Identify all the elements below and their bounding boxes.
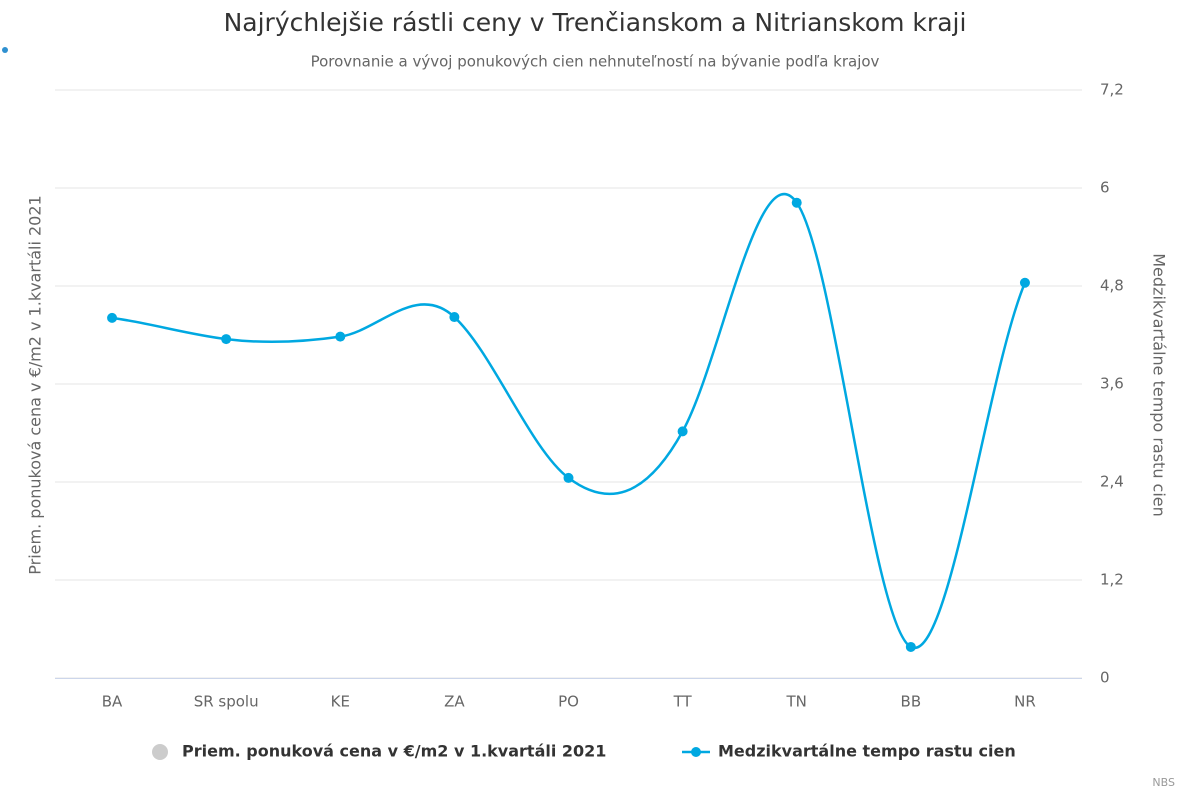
y2-axis-title: Medzikvartálne tempo rastu cien xyxy=(1150,253,1169,517)
x-tick-label: KE xyxy=(331,693,350,711)
y2-tick-label: 1,2 xyxy=(1100,571,1124,589)
x-tick-label: ZA xyxy=(444,693,465,711)
credits: NBS xyxy=(1152,776,1175,789)
y2-tick-label: 0 xyxy=(1100,669,1110,687)
data-point xyxy=(905,641,916,652)
decoration-dot xyxy=(2,47,8,53)
y2-tick-label: 4,8 xyxy=(1100,277,1124,295)
x-tick-label: TN xyxy=(786,693,807,711)
legend-label: Priem. ponuková cena v €/m2 v 1.kvartáli… xyxy=(182,742,606,761)
legend-symbol xyxy=(152,744,168,760)
data-point xyxy=(677,426,688,437)
data-point xyxy=(449,312,460,323)
data-point xyxy=(107,312,118,323)
chart-title: Najrýchlejšie rástli ceny v Trenčianskom… xyxy=(224,8,967,37)
legend-symbol xyxy=(691,747,701,757)
x-tick-label: PO xyxy=(558,693,579,711)
y2-tick-label: 2,4 xyxy=(1100,473,1124,491)
y-axis-title: Priem. ponuková cena v €/m2 v 1.kvartáli… xyxy=(26,195,45,574)
data-point xyxy=(563,472,574,483)
x-tick-label: BA xyxy=(102,693,123,711)
chart-subtitle: Porovnanie a vývoj ponukových cien nehnu… xyxy=(311,53,880,71)
data-point xyxy=(1019,277,1030,288)
data-point xyxy=(335,331,346,342)
data-point xyxy=(221,334,232,345)
x-tick-label: SR spolu xyxy=(194,693,259,711)
x-tick-label: NR xyxy=(1014,693,1036,711)
y2-tick-label: 7,2 xyxy=(1100,81,1124,99)
y2-tick-label: 3,6 xyxy=(1100,375,1124,393)
legend-label: Medzikvartálne tempo rastu cien xyxy=(718,742,1016,761)
y2-tick-label: 6 xyxy=(1100,179,1110,197)
data-point xyxy=(791,197,802,208)
x-tick-label: BB xyxy=(901,693,922,711)
x-tick-label: TT xyxy=(673,693,693,711)
